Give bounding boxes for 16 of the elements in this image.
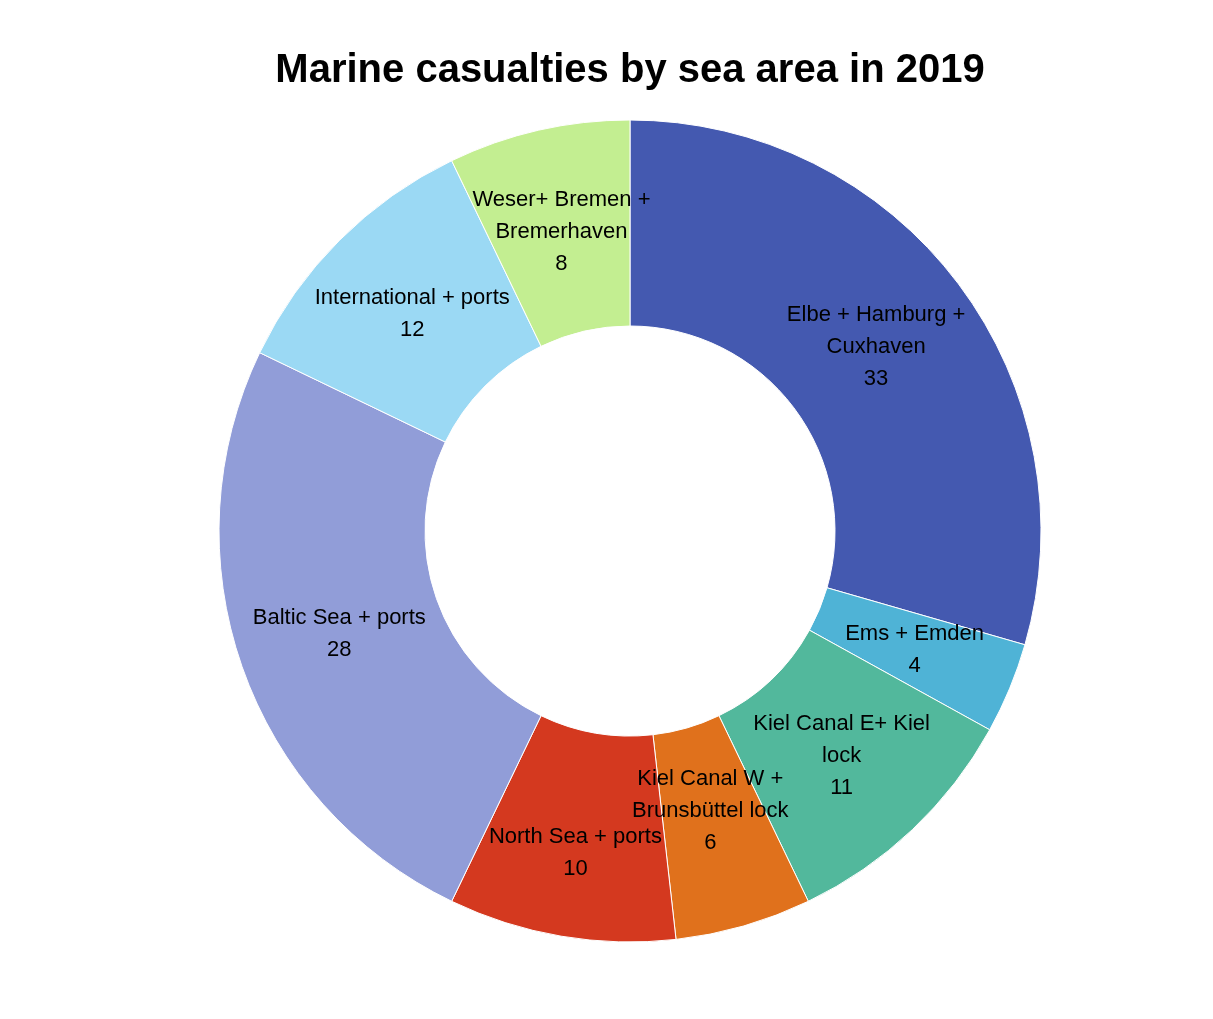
slice-label: Weser+ Bremen + Bremerhaven xyxy=(472,185,651,243)
slice-label: Ems + Emden xyxy=(845,619,984,645)
data-label: 6 xyxy=(704,828,717,854)
data-label: 8 xyxy=(555,249,568,275)
slice-label: Kiel Canal E+ Kiel lock xyxy=(753,709,930,767)
data-label: 4 xyxy=(908,651,921,677)
chart-title: Marine casualties by sea area in 2019 xyxy=(275,46,985,90)
slice-label: Elbe + Hamburg + Cuxhaven xyxy=(786,300,966,358)
slice-label: International + ports xyxy=(314,284,510,310)
data-label: 28 xyxy=(327,635,352,661)
data-label: 12 xyxy=(399,316,425,342)
slice-label: Baltic Sea + ports xyxy=(252,603,426,629)
data-label: 10 xyxy=(563,855,588,881)
slice-label: North Sea + ports xyxy=(488,823,662,849)
data-label: 33 xyxy=(863,364,889,390)
data-label: 11 xyxy=(830,773,854,799)
